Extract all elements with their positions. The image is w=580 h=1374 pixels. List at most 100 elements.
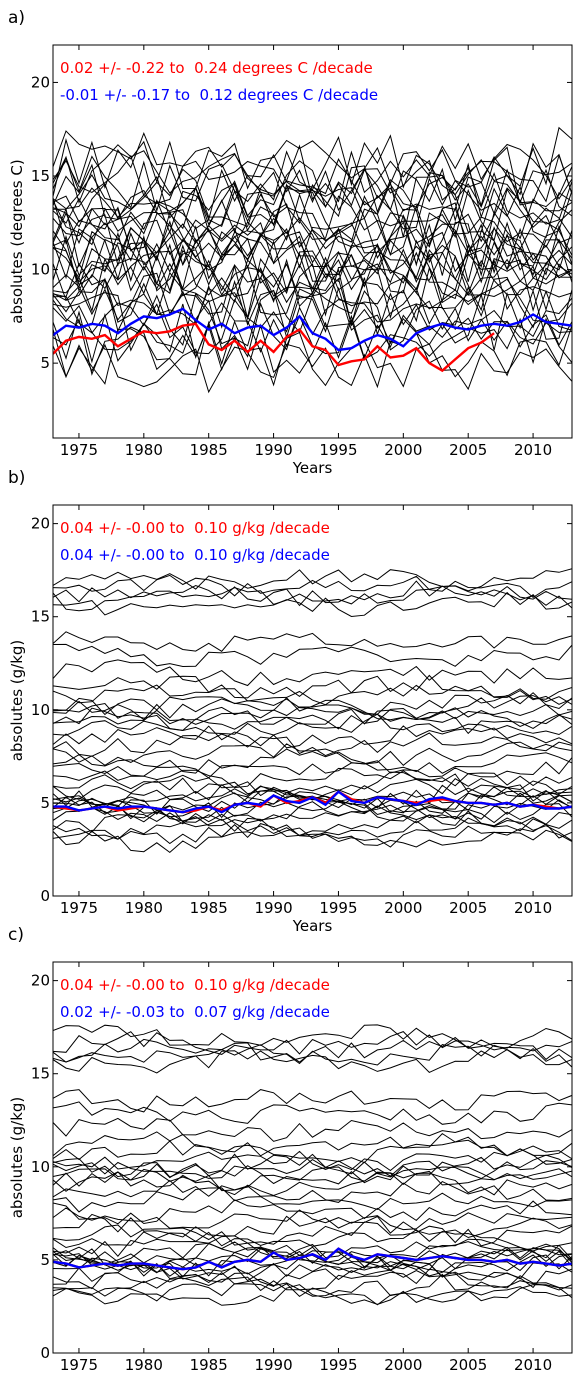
x-tick-label: 1985 (190, 899, 228, 917)
y-tick-label: 20 (31, 515, 50, 533)
y-tick-label: 5 (40, 354, 50, 372)
axes-frame (52, 961, 573, 1354)
y-tick-label: 5 (40, 1251, 50, 1269)
background-series-line (53, 160, 572, 226)
background-series-line (53, 207, 572, 271)
panel-label: a) (8, 8, 25, 28)
background-series-line (53, 702, 572, 725)
panel-3: c) 1975 1980 1985 1990 1995 2000 2005 2010 0 5 10 15… (8, 925, 573, 1374)
background-series-line (53, 1229, 572, 1252)
background-series-line (53, 1241, 572, 1266)
background-series-line (53, 187, 572, 257)
x-tick-label: 2005 (449, 441, 487, 459)
plot-area (53, 126, 572, 394)
background-series-line (53, 1158, 572, 1180)
background-series-line (53, 591, 572, 618)
background-series-line (53, 1171, 572, 1197)
background-series-line (53, 674, 572, 700)
background-series-line (53, 1044, 572, 1068)
background-series-line (53, 193, 572, 256)
background-series-line (53, 1117, 572, 1142)
background-series-line (53, 276, 572, 337)
background-series-line (53, 255, 572, 321)
background-series-line (53, 1089, 572, 1113)
background-series-line (53, 131, 572, 197)
background-series-line (53, 126, 572, 190)
x-tick-label: 1975 (60, 441, 98, 459)
background-series-line (53, 1131, 572, 1157)
x-tick-label: 1985 (190, 441, 228, 459)
y-axis-label: absolutes (g/kg) (8, 640, 26, 762)
y-tick-label: 20 (31, 972, 50, 990)
background-series-line (53, 695, 572, 721)
x-tick-label: 2000 (384, 1356, 422, 1374)
x-tick-label: 2005 (449, 1356, 487, 1374)
plot-area (53, 1024, 572, 1306)
background-series-line (53, 1254, 572, 1278)
background-series-line (53, 1283, 572, 1305)
x-tick-label: 1990 (254, 899, 292, 917)
y-axis-label: absolutes (g/kg) (8, 1097, 26, 1219)
background-series-line (53, 158, 572, 222)
background-series-line (53, 1246, 572, 1271)
trend-annotation-red: 0.04 +/- -0.00 to 0.10 g/kg /decade (60, 976, 330, 994)
x-axis-label: Years (292, 459, 333, 477)
background-series-line (53, 568, 572, 592)
background-series-line (53, 1207, 572, 1231)
panel-1: a) 1975 1980 1985 1990 1995 2000 2005 2010 5 10 15 2… (8, 8, 573, 477)
x-tick-label: 1980 (125, 441, 163, 459)
background-series-line (53, 1031, 572, 1055)
series-line-blue (53, 1247, 572, 1271)
background-series-line (53, 153, 572, 212)
x-tick-label: 1990 (254, 441, 292, 459)
background-series-line (53, 263, 572, 333)
background-series-line (53, 713, 572, 736)
x-tick-label: 1980 (125, 1356, 163, 1374)
background-series-line (53, 684, 572, 706)
x-tick-label: 2000 (384, 899, 422, 917)
trend-annotation-blue: 0.04 +/- -0.00 to 0.10 g/kg /decade (60, 546, 330, 564)
background-series-line (53, 1161, 572, 1187)
series-line-red (53, 322, 495, 373)
background-series-line (53, 1101, 572, 1125)
x-tick-label: 1975 (60, 1356, 98, 1374)
x-tick-label: 2010 (514, 1356, 552, 1374)
x-tick-label: 2010 (514, 899, 552, 917)
y-tick-label: 10 (31, 701, 50, 719)
background-series-line (53, 706, 572, 730)
background-series-line (53, 239, 572, 300)
background-series-line (53, 777, 572, 801)
background-series-line (53, 805, 572, 827)
x-tick-label: 1995 (319, 441, 357, 459)
y-tick-label: 0 (40, 1344, 50, 1362)
background-series-line (53, 1187, 572, 1213)
background-series-line (53, 1268, 572, 1291)
background-series-line (53, 823, 572, 848)
background-series-line (53, 142, 572, 204)
background-series-line (53, 1199, 572, 1225)
background-series-line (53, 331, 572, 394)
background-series-line (53, 1284, 572, 1306)
y-tick-label: 15 (31, 167, 50, 185)
background-series-line (53, 580, 572, 607)
x-tick-label: 2010 (514, 441, 552, 459)
background-series-line (53, 741, 572, 766)
background-series-line (53, 732, 572, 757)
panel-label: c) (8, 925, 24, 945)
background-series-line (53, 757, 572, 779)
y-tick-label: 5 (40, 794, 50, 812)
background-series-line (53, 221, 572, 280)
x-tick-label: 1975 (60, 899, 98, 917)
background-series-line (53, 725, 572, 749)
x-tick-label: 1995 (319, 1356, 357, 1374)
y-tick-label: 20 (31, 73, 50, 91)
background-series-line (53, 1049, 572, 1074)
panel-2: b) 1975 1980 1985 1990 1995 2000 2005 2010 0 5 10 15… (8, 468, 573, 935)
background-series-line (53, 1024, 572, 1049)
axes-frame (52, 44, 573, 439)
background-series-line (53, 174, 572, 242)
x-tick-label: 1990 (254, 1356, 292, 1374)
background-series-line (53, 1166, 572, 1192)
background-series-line (53, 659, 572, 687)
x-axis-label: Years (292, 917, 333, 935)
